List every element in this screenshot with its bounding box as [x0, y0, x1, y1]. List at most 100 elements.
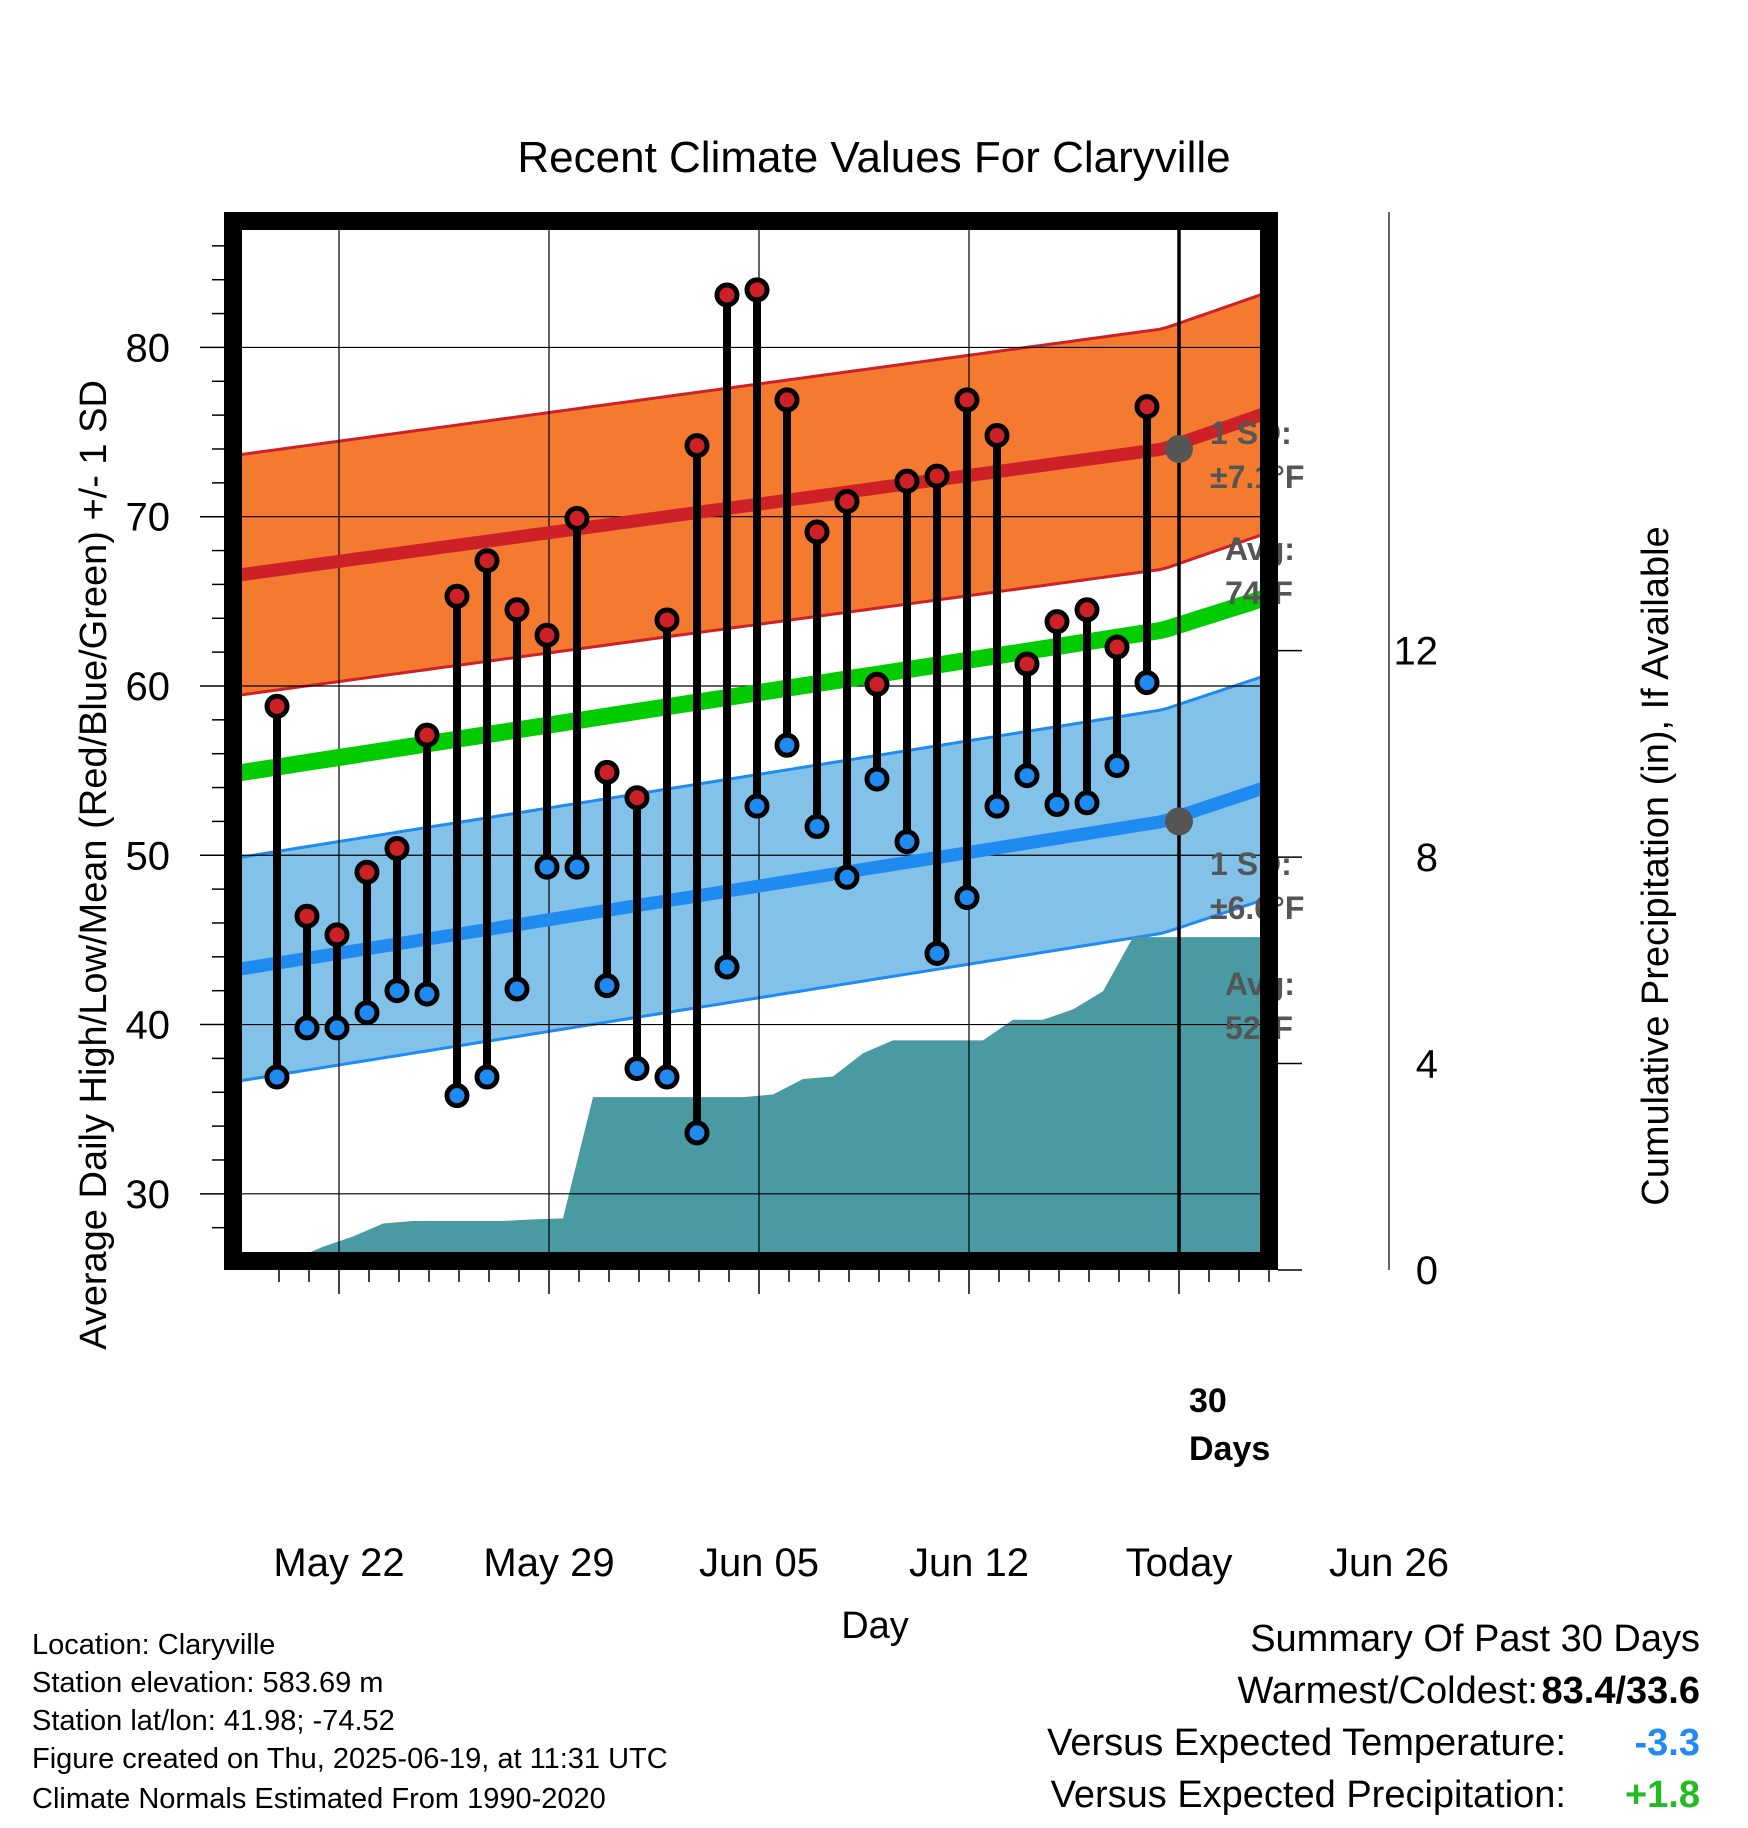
y-tick-label: 40 — [126, 1004, 171, 1048]
daily-low-point — [894, 829, 920, 855]
daily-low-point — [654, 1064, 680, 1090]
y2-tick-label: 0 — [1416, 1249, 1438, 1293]
x-tick-label: Jun 26 — [1329, 1541, 1449, 1585]
y-tick-label: 50 — [126, 834, 171, 878]
daily-high-point — [534, 622, 560, 648]
daily-low-point — [444, 1083, 470, 1109]
created-text: Figure created on Thu, 2025-06-19, at 11… — [32, 1743, 668, 1775]
daily-low-point — [1044, 791, 1070, 817]
daily-low-point — [1104, 753, 1130, 779]
y2-axis-title: Cumulative Precipitation (in), If Availa… — [1635, 526, 1677, 1205]
daily-high-point — [654, 607, 680, 633]
daily-low-point — [924, 940, 950, 966]
daily-high-point — [1044, 609, 1070, 635]
daily-high-point — [504, 597, 530, 623]
low-sd-value: ±6.6°F — [1210, 890, 1304, 926]
daily-high-point — [1104, 634, 1130, 660]
normal-low-line — [230, 781, 1267, 977]
daily-high-point — [354, 859, 380, 885]
normal-high-today-marker — [1165, 434, 1193, 463]
daily-high-point — [894, 468, 920, 494]
daily-high-point — [444, 583, 470, 609]
daily-low-point — [504, 976, 530, 1002]
elevation-text: Station elevation: 583.69 m — [32, 1667, 384, 1699]
daily-low-point — [744, 793, 770, 819]
cumulative-precip-area — [263, 937, 1270, 1270]
high-avg-value: 74°F — [1225, 575, 1293, 611]
daily-low-point — [324, 1015, 350, 1041]
daily-high-point — [714, 282, 740, 308]
daily-low-point — [804, 813, 830, 839]
latlon-text: Station lat/lon: 41.98; -74.52 — [32, 1705, 395, 1737]
y2-tick-label: 12 — [1394, 630, 1439, 674]
low-band-lower-edge — [231, 898, 1265, 1084]
daily-low-point — [564, 854, 590, 880]
daily-high-point — [414, 722, 440, 748]
days-marker-line2: Days — [1189, 1430, 1270, 1468]
low-band-upper-edge — [231, 674, 1265, 861]
daily-high-point — [954, 387, 980, 413]
temp-anomaly-label: Versus Expected Temperature: — [1047, 1722, 1566, 1764]
daily-low-point — [714, 954, 740, 980]
warmest-value: 83.4/33.6 — [1541, 1670, 1700, 1712]
y2-tick-label: 8 — [1416, 836, 1438, 880]
daily-low-point — [294, 1015, 320, 1041]
x-tick-label: May 22 — [273, 1541, 404, 1585]
daily-high-point — [834, 488, 860, 514]
chart-title: Recent Climate Values For Claryville — [517, 133, 1231, 182]
days-marker-line1: 30 — [1189, 1382, 1227, 1420]
daily-low-point — [834, 864, 860, 890]
daily-high-point — [1014, 651, 1040, 677]
daily-high-point — [384, 835, 410, 861]
normal-mean-line — [230, 590, 1267, 783]
daily-high-point — [984, 422, 1010, 448]
daily-high-point — [294, 903, 320, 929]
high-sd-label: 1 SD: — [1210, 415, 1292, 451]
low-avg-value: 52°F — [1225, 1010, 1293, 1046]
x-tick-label: May 29 — [483, 1541, 614, 1585]
high-band-upper-edge — [231, 292, 1265, 458]
y-tick-label: 30 — [126, 1173, 171, 1217]
precip-anomaly-value: +1.8 — [1624, 1774, 1700, 1816]
daily-high-point — [264, 693, 290, 719]
daily-low-point — [1134, 670, 1160, 696]
daily-low-point — [624, 1056, 650, 1082]
daily-high-point — [1134, 394, 1160, 420]
x-tick-label: Jun 05 — [699, 1541, 819, 1585]
daily-high-point — [744, 277, 770, 303]
daily-low-point — [774, 732, 800, 758]
normal-low-today-marker — [1165, 807, 1193, 836]
normals-text: Climate Normals Estimated From 1990-2020 — [32, 1783, 606, 1815]
daily-low-point — [534, 854, 560, 880]
daily-high-point — [684, 433, 710, 459]
daily-low-point — [384, 978, 410, 1004]
daily-high-point — [804, 519, 830, 545]
daily-low-point — [864, 766, 890, 792]
daily-low-point — [984, 793, 1010, 819]
daily-low-point — [1014, 763, 1040, 789]
daily-low-point — [354, 1000, 380, 1026]
temp-anomaly-value: -3.3 — [1634, 1722, 1700, 1764]
daily-high-point — [474, 548, 500, 574]
daily-low-point — [264, 1064, 290, 1090]
daily-high-point — [624, 785, 650, 811]
y-axis-title: Average Daily High/Low/Mean (Red/Blue/Gr… — [73, 380, 115, 1350]
high-avg-label: Avg: — [1225, 531, 1295, 567]
daily-high-point — [864, 671, 890, 697]
low-avg-label: Avg: — [1225, 966, 1295, 1002]
x-tick-label: Today — [1126, 1541, 1233, 1585]
daily-high-point — [324, 922, 350, 948]
daily-low-point — [1074, 790, 1100, 816]
summary-heading: Summary Of Past 30 Days — [1250, 1618, 1700, 1660]
precip-anomaly-label: Versus Expected Precipitation: — [1050, 1774, 1566, 1816]
x-tick-label: Jun 12 — [909, 1541, 1029, 1585]
daily-low-point — [414, 981, 440, 1007]
daily-low-point — [684, 1120, 710, 1146]
warmest-label: Warmest/Coldest: — [1237, 1670, 1538, 1712]
daily-low-point — [954, 885, 980, 911]
high-band-lower-edge — [231, 532, 1265, 698]
location-text: Location: Claryville — [32, 1629, 276, 1661]
daily-high-point — [1074, 597, 1100, 623]
y-tick-label: 70 — [126, 496, 171, 540]
